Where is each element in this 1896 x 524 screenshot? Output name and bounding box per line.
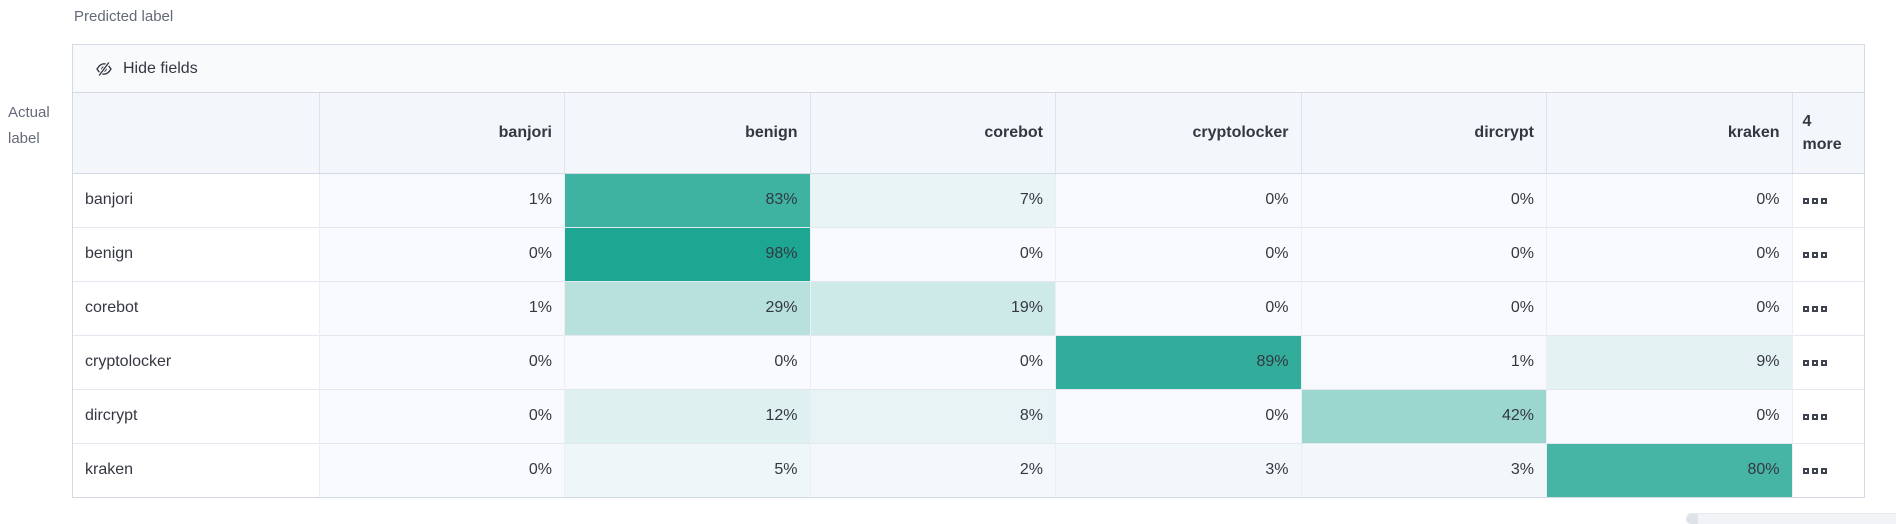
cell-dircrypt-kraken[interactable]: 0% <box>1546 388 1792 443</box>
scrollbar-thumb[interactable] <box>1686 514 1698 524</box>
cell-kraken-cryptolocker[interactable]: 3% <box>1055 442 1301 497</box>
row-label-corebot[interactable]: corebot <box>73 280 319 335</box>
matrix-row-benign: benign 0% 98% 0% 0% 0% 0% <box>73 226 1864 281</box>
cell-cryptolocker-corebot[interactable]: 0% <box>809 334 1056 389</box>
column-header-banjori[interactable]: banjori <box>318 93 565 174</box>
cell-cryptolocker-banjori[interactable]: 0% <box>318 334 565 389</box>
column-header-benign[interactable]: benign <box>564 93 810 174</box>
cell-banjori-banjori[interactable]: 1% <box>318 172 565 227</box>
cell-dircrypt-benign[interactable]: 12% <box>564 388 810 443</box>
cell-benign-cryptolocker[interactable]: 0% <box>1055 226 1301 281</box>
cell-banjori-dircrypt[interactable]: 0% <box>1300 172 1547 227</box>
cell-corebot-kraken[interactable]: 0% <box>1546 280 1792 335</box>
more-word: more <box>1802 135 1842 153</box>
cell-benign-benign[interactable]: 98% <box>564 226 810 281</box>
confusion-matrix-table: banjori benign corebot cryptolocker dircrypt… <box>73 93 1864 497</box>
row-label-kraken[interactable]: kraken <box>73 442 319 497</box>
cell-corebot-dircrypt[interactable]: 0% <box>1300 280 1547 335</box>
more-cell-benign <box>1791 226 1864 281</box>
corner-header-cell <box>73 93 319 174</box>
more-cell-cryptolocker <box>1791 334 1864 389</box>
more-cell-banjori <box>1791 172 1864 227</box>
more-cell-kraken <box>1791 442 1864 497</box>
data-grid: Hide fields banjori benign corebot cryptolo… <box>72 44 1865 498</box>
boxes-horizontal-icon[interactable] <box>1802 360 1827 366</box>
column-header-corebot[interactable]: corebot <box>809 93 1056 174</box>
grid-toolbar: Hide fields <box>73 45 1864 93</box>
column-header-dircrypt[interactable]: dircrypt <box>1300 93 1547 174</box>
cell-kraken-kraken[interactable]: 80% <box>1546 442 1792 497</box>
cell-kraken-benign[interactable]: 5% <box>564 442 810 497</box>
row-label-banjori[interactable]: banjori <box>73 172 319 227</box>
boxes-horizontal-icon[interactable] <box>1802 198 1827 204</box>
column-header-cryptolocker[interactable]: cryptolocker <box>1055 93 1301 174</box>
row-label-cryptolocker[interactable]: cryptolocker <box>73 334 319 389</box>
boxes-horizontal-icon[interactable] <box>1802 252 1827 258</box>
more-count: 4 <box>1802 112 1812 130</box>
cell-corebot-banjori[interactable]: 1% <box>318 280 565 335</box>
cell-benign-corebot[interactable]: 0% <box>809 226 1056 281</box>
matrix-row-cryptolocker: cryptolocker 0% 0% 0% 89% 1% 9% <box>73 334 1864 389</box>
matrix-row-corebot: corebot 1% 29% 19% 0% 0% 0% <box>73 280 1864 335</box>
cell-kraken-dircrypt[interactable]: 3% <box>1300 442 1547 497</box>
boxes-horizontal-icon[interactable] <box>1802 306 1827 312</box>
cell-cryptolocker-benign[interactable]: 0% <box>564 334 810 389</box>
hide-fields-button[interactable]: Hide fields <box>85 54 208 84</box>
cell-banjori-cryptolocker[interactable]: 0% <box>1055 172 1301 227</box>
cell-banjori-kraken[interactable]: 0% <box>1546 172 1792 227</box>
more-columns-header[interactable]: 4 more <box>1791 93 1864 174</box>
row-label-benign[interactable]: benign <box>73 226 319 281</box>
row-label-dircrypt[interactable]: dircrypt <box>73 388 319 443</box>
cell-benign-banjori[interactable]: 0% <box>318 226 565 281</box>
cell-dircrypt-corebot[interactable]: 8% <box>809 388 1056 443</box>
cell-dircrypt-banjori[interactable]: 0% <box>318 388 565 443</box>
cell-cryptolocker-kraken[interactable]: 9% <box>1546 334 1792 389</box>
cell-dircrypt-dircrypt[interactable]: 42% <box>1300 388 1547 443</box>
predicted-label-axis: Predicted label <box>74 8 174 25</box>
eye-slash-icon <box>95 60 113 78</box>
more-cell-corebot <box>1791 280 1864 335</box>
boxes-horizontal-icon[interactable] <box>1802 414 1827 420</box>
cell-kraken-banjori[interactable]: 0% <box>318 442 565 497</box>
cell-cryptolocker-dircrypt[interactable]: 1% <box>1300 334 1547 389</box>
matrix-row-kraken: kraken 0% 5% 2% 3% 3% 80% <box>73 442 1864 497</box>
cell-corebot-benign[interactable]: 29% <box>564 280 810 335</box>
cell-dircrypt-cryptolocker[interactable]: 0% <box>1055 388 1301 443</box>
matrix-body: banjori 1% 83% 7% 0% 0% 0% benign 0% 98% 0% 0% 0% 0% c… <box>73 172 1864 497</box>
cell-kraken-corebot[interactable]: 2% <box>809 442 1056 497</box>
column-header-kraken[interactable]: kraken <box>1546 93 1792 174</box>
more-cell-dircrypt <box>1791 388 1864 443</box>
cell-banjori-benign[interactable]: 83% <box>564 172 810 227</box>
cell-benign-dircrypt[interactable]: 0% <box>1300 226 1547 281</box>
cell-cryptolocker-cryptolocker[interactable]: 89% <box>1055 334 1301 389</box>
boxes-horizontal-icon[interactable] <box>1802 468 1827 475</box>
actual-label-axis: Actual label <box>8 104 50 147</box>
hide-fields-label: Hide fields <box>123 59 198 77</box>
matrix-row-banjori: banjori 1% 83% 7% 0% 0% 0% <box>73 172 1864 227</box>
cell-corebot-cryptolocker[interactable]: 0% <box>1055 280 1301 335</box>
horizontal-scrollbar[interactable] <box>1686 513 1896 524</box>
cell-benign-kraken[interactable]: 0% <box>1546 226 1792 281</box>
cell-banjori-corebot[interactable]: 7% <box>809 172 1056 227</box>
cell-corebot-corebot[interactable]: 19% <box>809 280 1056 335</box>
header-row: banjori benign corebot cryptolocker dircrypt… <box>73 93 1864 174</box>
matrix-row-dircrypt: dircrypt 0% 12% 8% 0% 42% 0% <box>73 388 1864 443</box>
